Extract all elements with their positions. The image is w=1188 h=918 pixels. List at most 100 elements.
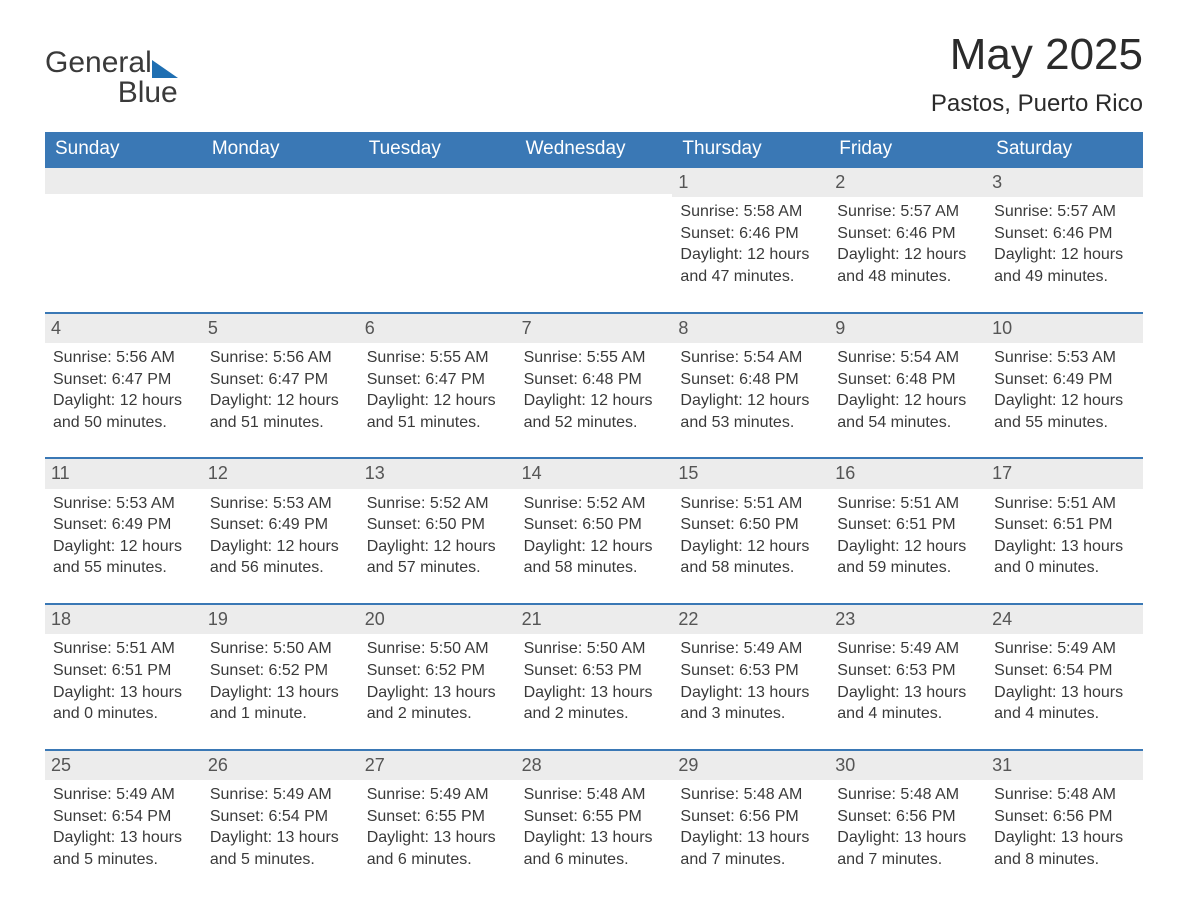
daylight-line: Daylight: 13 hours and 6 minutes. <box>524 827 665 870</box>
daylight-line: Daylight: 13 hours and 1 minute. <box>210 682 351 725</box>
day-body: Sunrise: 5:56 AMSunset: 6:47 PMDaylight:… <box>53 347 194 433</box>
daylight-line: Daylight: 12 hours and 55 minutes. <box>994 390 1135 433</box>
day-body: Sunrise: 5:57 AMSunset: 6:46 PMDaylight:… <box>994 201 1135 287</box>
empty-day-cell <box>359 168 516 312</box>
sunrise-line: Sunrise: 5:55 AM <box>367 347 508 369</box>
week-row: 4Sunrise: 5:56 AMSunset: 6:47 PMDaylight… <box>45 312 1143 458</box>
sunrise-line: Sunrise: 5:51 AM <box>680 493 821 515</box>
week-row: 11Sunrise: 5:53 AMSunset: 6:49 PMDayligh… <box>45 457 1143 603</box>
day-body: Sunrise: 5:49 AMSunset: 6:54 PMDaylight:… <box>210 784 351 870</box>
day-cell: 15Sunrise: 5:51 AMSunset: 6:50 PMDayligh… <box>672 459 829 603</box>
day-body: Sunrise: 5:55 AMSunset: 6:47 PMDaylight:… <box>367 347 508 433</box>
sunrise-line: Sunrise: 5:53 AM <box>994 347 1135 369</box>
sunset-line: Sunset: 6:49 PM <box>994 369 1135 391</box>
day-number: 10 <box>986 314 1143 343</box>
day-number: 29 <box>672 751 829 780</box>
day-body: Sunrise: 5:51 AMSunset: 6:50 PMDaylight:… <box>680 493 821 579</box>
day-cell: 10 Sunrise: 5:53 AMSunset: 6:49 PMDayligh… <box>986 314 1143 458</box>
weekday-header: Sunday <box>45 132 202 168</box>
day-body: Sunrise: 5:50 AMSunset: 6:53 PMDaylight:… <box>524 638 665 724</box>
day-body: Sunrise: 5:48 AMSunset: 6:55 PMDaylight:… <box>524 784 665 870</box>
weekday-header: Saturday <box>986 132 1143 168</box>
day-cell: 26Sunrise: 5:49 AMSunset: 6:54 PMDayligh… <box>202 751 359 895</box>
day-body: Sunrise: 5:58 AMSunset: 6:46 PMDaylight:… <box>680 201 821 287</box>
day-number: 28 <box>516 751 673 780</box>
logo-word2: Blue <box>45 78 178 108</box>
sunset-line: Sunset: 6:53 PM <box>837 660 978 682</box>
sunset-line: Sunset: 6:48 PM <box>837 369 978 391</box>
day-body: Sunrise: 5:49 AMSunset: 6:54 PMDaylight:… <box>994 638 1135 724</box>
day-number: 9 <box>829 314 986 343</box>
sunset-line: Sunset: 6:50 PM <box>680 514 821 536</box>
sunset-line: Sunset: 6:50 PM <box>524 514 665 536</box>
sunrise-line: Sunrise: 5:49 AM <box>53 784 194 806</box>
sunset-line: Sunset: 6:48 PM <box>680 369 821 391</box>
day-body: Sunrise: 5:49 AMSunset: 6:54 PMDaylight:… <box>53 784 194 870</box>
weekday-header: Monday <box>202 132 359 168</box>
sunrise-line: Sunrise: 5:52 AM <box>524 493 665 515</box>
day-number: 18 <box>45 605 202 634</box>
day-number: 12 <box>202 459 359 488</box>
weekday-header-row: SundayMondayTuesdayWednesdayThursdayFrid… <box>45 132 1143 168</box>
day-number-bar-empty <box>516 168 673 194</box>
sunrise-line: Sunrise: 5:56 AM <box>53 347 194 369</box>
sunrise-line: Sunrise: 5:48 AM <box>680 784 821 806</box>
day-number-bar-empty <box>202 168 359 194</box>
day-cell: 27Sunrise: 5:49 AMSunset: 6:55 PMDayligh… <box>359 751 516 895</box>
day-number: 7 <box>516 314 673 343</box>
sunset-line: Sunset: 6:53 PM <box>524 660 665 682</box>
day-number: 17 <box>986 459 1143 488</box>
day-number: 30 <box>829 751 986 780</box>
day-number: 24 <box>986 605 1143 634</box>
daylight-line: Daylight: 13 hours and 4 minutes. <box>837 682 978 725</box>
day-cell: 22Sunrise: 5:49 AMSunset: 6:53 PMDayligh… <box>672 605 829 749</box>
day-number: 27 <box>359 751 516 780</box>
day-cell: 5Sunrise: 5:56 AMSunset: 6:47 PMDaylight… <box>202 314 359 458</box>
empty-day-cell <box>45 168 202 312</box>
sunset-line: Sunset: 6:47 PM <box>53 369 194 391</box>
day-cell: 29 Sunrise: 5:48 AMSunset: 6:56 PMDayligh… <box>672 751 829 895</box>
day-body: Sunrise: 5:53 AMSunset: 6:49 PMDaylight:… <box>210 493 351 579</box>
daylight-line: Daylight: 13 hours and 2 minutes. <box>524 682 665 725</box>
day-number: 25 <box>45 751 202 780</box>
sunset-line: Sunset: 6:55 PM <box>367 806 508 828</box>
day-body: Sunrise: 5:51 AMSunset: 6:51 PMDaylight:… <box>837 493 978 579</box>
day-number: 16 <box>829 459 986 488</box>
sunrise-line: Sunrise: 5:56 AM <box>210 347 351 369</box>
day-cell: 16 Sunrise: 5:51 AMSunset: 6:51 PMDayligh… <box>829 459 986 603</box>
day-cell: 17 Sunrise: 5:51 AMSunset: 6:51 PMDayligh… <box>986 459 1143 603</box>
title-block: May 2025 Pastos, Puerto Rico <box>931 30 1143 118</box>
sunset-line: Sunset: 6:52 PM <box>367 660 508 682</box>
sunrise-line: Sunrise: 5:50 AM <box>210 638 351 660</box>
week-row: 25Sunrise: 5:49 AMSunset: 6:54 PMDayligh… <box>45 749 1143 895</box>
day-number: 8 <box>672 314 829 343</box>
day-number: 13 <box>359 459 516 488</box>
day-cell: 4Sunrise: 5:56 AMSunset: 6:47 PMDaylight… <box>45 314 202 458</box>
day-number: 23 <box>829 605 986 634</box>
sunset-line: Sunset: 6:56 PM <box>680 806 821 828</box>
daylight-line: Daylight: 13 hours and 0 minutes. <box>994 536 1135 579</box>
day-cell: 3 Sunrise: 5:57 AMSunset: 6:46 PMDaylight… <box>986 168 1143 312</box>
day-body: Sunrise: 5:50 AMSunset: 6:52 PMDaylight:… <box>367 638 508 724</box>
weekday-header: Thursday <box>672 132 829 168</box>
day-number: 3 <box>986 168 1143 197</box>
calendar: SundayMondayTuesdayWednesdayThursdayFrid… <box>45 132 1143 894</box>
day-body: Sunrise: 5:51 AMSunset: 6:51 PMDaylight:… <box>994 493 1135 579</box>
sunset-line: Sunset: 6:46 PM <box>680 223 821 245</box>
day-number: 22 <box>672 605 829 634</box>
sunrise-line: Sunrise: 5:49 AM <box>367 784 508 806</box>
day-body: Sunrise: 5:48 AMSunset: 6:56 PMDaylight:… <box>680 784 821 870</box>
sunset-line: Sunset: 6:56 PM <box>837 806 978 828</box>
daylight-line: Daylight: 12 hours and 52 minutes. <box>524 390 665 433</box>
weekday-header: Tuesday <box>359 132 516 168</box>
daylight-line: Daylight: 12 hours and 58 minutes. <box>680 536 821 579</box>
daylight-line: Daylight: 13 hours and 3 minutes. <box>680 682 821 725</box>
sunset-line: Sunset: 6:55 PM <box>524 806 665 828</box>
sunset-line: Sunset: 6:54 PM <box>210 806 351 828</box>
day-number: 31 <box>986 751 1143 780</box>
sunrise-line: Sunrise: 5:57 AM <box>994 201 1135 223</box>
sunset-line: Sunset: 6:46 PM <box>837 223 978 245</box>
day-number: 5 <box>202 314 359 343</box>
weekday-header: Friday <box>829 132 986 168</box>
sunset-line: Sunset: 6:46 PM <box>994 223 1135 245</box>
